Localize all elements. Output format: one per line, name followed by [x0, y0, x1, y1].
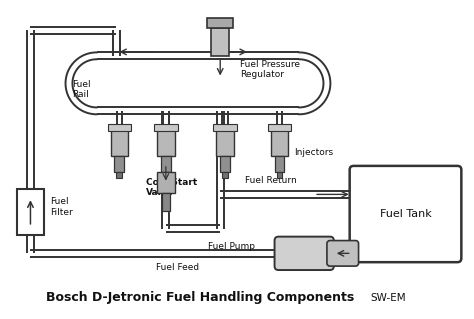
Text: Fuel Tank: Fuel Tank: [380, 209, 431, 219]
Bar: [157, 172, 175, 193]
FancyBboxPatch shape: [327, 241, 358, 266]
FancyBboxPatch shape: [274, 237, 334, 270]
Bar: [117, 172, 122, 178]
Bar: [154, 124, 178, 130]
Bar: [114, 156, 124, 172]
Bar: [157, 129, 175, 156]
Bar: [220, 156, 230, 172]
Text: Injectors: Injectors: [294, 148, 333, 157]
Text: Fuel Pressure
Regulator: Fuel Pressure Regulator: [240, 60, 300, 79]
Bar: [222, 172, 228, 178]
Bar: [268, 124, 292, 130]
Text: Cold Start
Valve: Cold Start Valve: [146, 178, 197, 197]
Bar: [207, 19, 233, 28]
FancyBboxPatch shape: [350, 166, 461, 262]
Bar: [110, 129, 128, 156]
Text: Fuel Pump: Fuel Pump: [208, 242, 255, 251]
Bar: [271, 129, 288, 156]
Bar: [162, 193, 170, 211]
Text: Bosch D-Jetronic Fuel Handling Components: Bosch D-Jetronic Fuel Handling Component…: [46, 291, 355, 304]
Bar: [17, 189, 44, 235]
Text: Fuel Feed: Fuel Feed: [156, 263, 199, 272]
Text: Fuel Return: Fuel Return: [245, 175, 297, 185]
Bar: [163, 172, 169, 178]
Bar: [211, 28, 229, 56]
Bar: [216, 129, 234, 156]
Bar: [213, 124, 237, 130]
Text: SW-EM: SW-EM: [370, 293, 406, 302]
Bar: [108, 124, 131, 130]
Bar: [274, 156, 284, 172]
Bar: [276, 172, 283, 178]
Text: Fuel
Filter: Fuel Filter: [50, 197, 73, 217]
Bar: [161, 156, 171, 172]
Text: Fuel
Rail: Fuel Rail: [72, 79, 91, 99]
